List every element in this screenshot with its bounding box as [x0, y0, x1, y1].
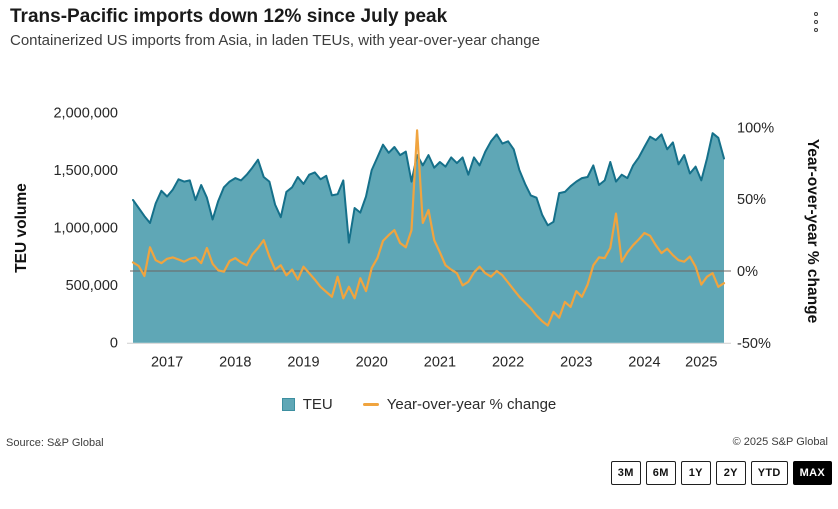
legend-label-yoy: Year-over-year % change: [386, 396, 557, 413]
page-title: Trans-Pacific imports down 12% since Jul…: [10, 6, 448, 27]
copyright-text: © 2025 S&P Global: [732, 436, 828, 448]
legend-item-yoy: Year-over-year % change: [362, 396, 557, 413]
range-button-ytd[interactable]: YTD: [750, 461, 788, 486]
kebab-menu-icon: [804, 11, 828, 33]
left-axis-tick-label: 0: [110, 336, 118, 352]
x-axis-year-label: 2018: [219, 355, 251, 371]
chart-canvas: 0 500,000 1,000,000 1,500,000 2,000,000 -50% 0…: [13, 106, 821, 371]
range-button-1y[interactable]: 1Y: [680, 461, 711, 486]
kebab-menu-button[interactable]: [804, 7, 828, 37]
right-axis-tick-label: 100%: [737, 120, 774, 136]
left-axis-tick-label: 2,000,000: [53, 106, 118, 122]
range-button-3m[interactable]: 3M: [610, 461, 641, 486]
x-axis-year-label: 2019: [287, 355, 319, 371]
x-axis-year-label: 2017: [151, 355, 183, 371]
right-axis-title: Year-over-year % change: [804, 139, 821, 324]
range-button-max[interactable]: MAX: [792, 461, 832, 486]
yoy-line-swatch-icon: [362, 403, 379, 406]
chart-legend: TEU Year-over-year % change: [0, 396, 838, 413]
right-axis-tick-label: -50%: [737, 336, 771, 352]
left-axis-title: TEU volume: [13, 183, 30, 273]
kebab-dot-icon: [813, 27, 819, 33]
left-axis-tick-label: 1,000,000: [53, 221, 118, 237]
yoy-line-series: [131, 129, 726, 327]
range-button-6m[interactable]: 6M: [645, 461, 676, 486]
source-text: Source: S&P Global: [6, 437, 104, 449]
teu-area-series: [133, 133, 724, 343]
range-button-2y[interactable]: 2Y: [715, 461, 746, 486]
x-axis-year-label: 2023: [560, 355, 592, 371]
range-selector: 3M 6M 1Y 2Y YTD MAX: [610, 461, 832, 486]
teu-area-swatch-icon: [281, 398, 295, 411]
left-axis-tick-label: 500,000: [66, 278, 118, 294]
legend-item-teu: TEU: [281, 396, 333, 413]
legend-label-teu: TEU: [302, 396, 333, 413]
right-axis-tick-label: 50%: [737, 192, 766, 208]
x-axis-year-label: 2021: [424, 355, 456, 371]
teu-line-series: [132, 132, 725, 244]
x-axis-year-label: 2022: [492, 355, 524, 371]
kebab-dot-icon: [813, 11, 819, 17]
x-axis-year-label: 2025: [685, 355, 717, 371]
kebab-dot-icon: [813, 19, 819, 25]
x-axis-year-label: 2020: [356, 355, 388, 371]
chart-header: Trans-Pacific imports down 12% since Jul…: [10, 5, 798, 50]
x-axis-year-label: 2024: [628, 355, 660, 371]
page-subtitle: Containerized US imports from Asia, in l…: [10, 31, 540, 49]
right-axis-tick-label: 0%: [737, 264, 758, 280]
left-axis-tick-label: 1,500,000: [53, 163, 118, 179]
